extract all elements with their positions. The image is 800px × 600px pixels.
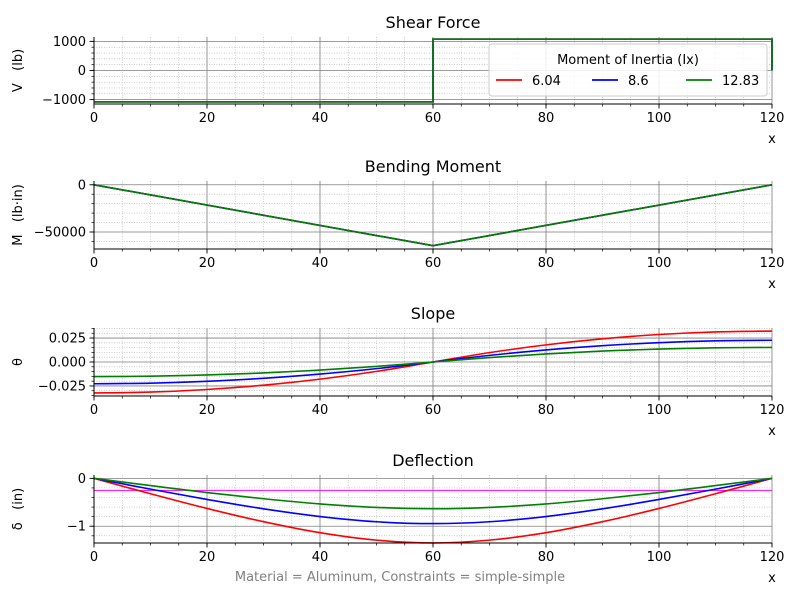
x-tick-label: 80	[538, 403, 555, 418]
x-tick-label: 60	[425, 550, 442, 565]
x-tick-label: 0	[90, 256, 98, 271]
y-tick-label: 0	[78, 472, 86, 487]
panel-3: 0 20 40 60 80 100 120 −0.025 0.000 0.025 Slope x θ	[11, 304, 784, 439]
series-line-12.83	[94, 38, 773, 103]
x-tick-label: 20	[199, 403, 216, 418]
x-tick-label: 0	[90, 111, 98, 126]
x-tick-label: 120	[760, 403, 785, 418]
x-axis-label: x	[768, 571, 776, 586]
x-tick-label: 100	[647, 256, 672, 271]
series-line-12.83	[93, 477, 773, 510]
y-axis-label: V (lb)	[11, 49, 26, 92]
x-tick-label: 0	[90, 403, 98, 418]
y-tick-label: −0.025	[38, 379, 86, 394]
y-tick-label: 0.025	[49, 332, 86, 347]
x-axis-label: x	[768, 132, 776, 147]
y-tick-label: 0.000	[49, 356, 86, 371]
legend-frame	[488, 43, 768, 97]
panel-2: 0 20 40 60 80 100 120 −50000 0 Bending Moment x M (…	[11, 157, 784, 292]
x-tick-label: 80	[538, 256, 555, 271]
y-tick-label: −50000	[34, 226, 86, 241]
panel-title: Shear Force	[386, 13, 481, 32]
panel-title: Bending Moment	[365, 157, 501, 176]
y-axis-label: δ (in)	[11, 488, 26, 530]
x-tick-label: 100	[647, 550, 672, 565]
y-axis-label: M (lb·in)	[11, 184, 26, 246]
x-tick-label: 0	[90, 550, 98, 565]
legend-label-6.04: 6.04	[532, 74, 561, 89]
y-tick-label: −1000	[42, 93, 86, 108]
series-line-8.6	[93, 477, 773, 525]
legend-label-8.6: 8.6	[628, 74, 649, 89]
panel-title: Deflection	[392, 451, 474, 470]
panel-title: Slope	[411, 304, 455, 323]
x-tick-label: 60	[425, 111, 442, 126]
x-tick-label: 20	[199, 111, 216, 126]
y-tick-label: 1000	[53, 35, 86, 50]
x-tick-label: 60	[425, 403, 442, 418]
x-tick-label: 80	[538, 111, 555, 126]
x-tick-label: 60	[425, 256, 442, 271]
x-tick-label: 20	[199, 256, 216, 271]
x-tick-label: 100	[647, 403, 672, 418]
x-tick-label: 120	[760, 550, 785, 565]
series-line-12.83	[93, 346, 773, 378]
series-line-12.83	[93, 183, 773, 247]
legend-title: Moment of Inertia (Ix)	[557, 53, 699, 68]
x-tick-label: 40	[312, 111, 329, 126]
x-tick-label: 80	[538, 550, 555, 565]
x-tick-label: 120	[760, 111, 785, 126]
x-tick-label: 100	[647, 111, 672, 126]
y-tick-label: 0	[78, 178, 86, 193]
y-tick-label: 0	[78, 64, 86, 79]
x-tick-label: 120	[760, 256, 785, 271]
legend: Moment of Inertia (Ix) 6.04 8.6 12.83	[488, 43, 768, 97]
footer-caption: Material = Aluminum, Constraints = simpl…	[235, 570, 565, 585]
y-axis-label: θ	[11, 358, 26, 366]
x-tick-label: 40	[312, 256, 329, 271]
x-axis-label: x	[768, 277, 776, 292]
x-axis-label: x	[768, 424, 776, 439]
x-tick-label: 40	[312, 550, 329, 565]
y-tick-label: −1	[67, 520, 86, 535]
x-tick-label: 40	[312, 403, 329, 418]
legend-label-12.83: 12.83	[722, 74, 759, 89]
panel-4: 0 20 40 60 80 100 120 −1 0 Deflection x δ (in)	[11, 451, 784, 586]
x-tick-label: 20	[199, 550, 216, 565]
